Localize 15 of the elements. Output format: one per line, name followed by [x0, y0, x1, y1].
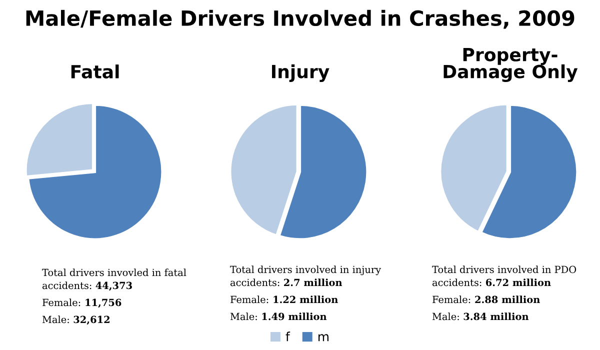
text: Male: 32,612: [42, 316, 110, 325]
legend-label: f: [286, 332, 290, 342]
chart-title: Fatal: [71, 64, 119, 78]
text: Female: 2.88 million: [432, 296, 540, 304]
text: Male/Female Drivers Involved in Crashes, 2009: [26, 10, 574, 29]
text: Total drivers involved in injury accidents: 2.7 million: [230, 266, 382, 286]
legend-label: m: [318, 334, 328, 342]
text: Male: 3.84 million: [432, 312, 529, 320]
chart-title: Injury: [272, 64, 330, 82]
chart-title: Property-Damage Only: [444, 48, 578, 82]
text: Female: 11,756: [42, 298, 122, 308]
text: Total drivers involved in PDO accidents: 6.72 million: [432, 266, 576, 286]
text: Female: 1.22 million: [230, 296, 338, 304]
text: Total drivers invovled in fatal accidents: 44,373: [42, 268, 186, 291]
text: Male: 1.49 million: [230, 312, 327, 320]
